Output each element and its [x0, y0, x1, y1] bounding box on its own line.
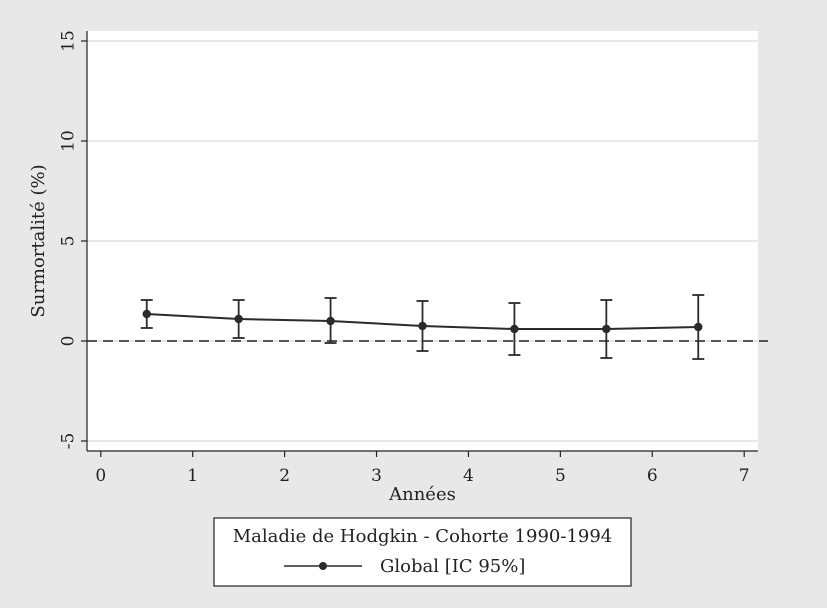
x-tick-label: 4: [463, 466, 474, 486]
y-tick-label: 15: [59, 30, 79, 52]
y-tick-label: 0: [59, 336, 79, 347]
series-global: [140, 294, 705, 360]
x-tick-label: 7: [739, 466, 750, 486]
legend-entry-label: Global [IC 95%]: [380, 556, 525, 577]
data-point: [694, 322, 703, 332]
data-point: [510, 324, 519, 334]
data-point: [326, 316, 335, 326]
data-point: [142, 309, 151, 319]
legend-series-marker: [319, 562, 327, 570]
y-tick-label: 5: [59, 236, 79, 247]
x-tick-label: 1: [187, 466, 198, 486]
x-tick-label: 0: [95, 466, 106, 486]
y-tick-label: -5: [59, 433, 79, 450]
data-point: [418, 321, 427, 331]
x-tick-label: 3: [371, 466, 382, 486]
x-tick-label: 2: [279, 466, 290, 486]
data-point: [234, 314, 243, 324]
axes: 0 1 2 3 4 5 6 7 -5 0 5 10 15: [59, 30, 758, 486]
legend-title: Maladie de Hodgkin - Cohorte 1990-1994: [233, 526, 613, 547]
legend: Maladie de Hodgkin - Cohorte 1990-1994 G…: [213, 517, 632, 587]
x-tick-label: 5: [555, 466, 566, 486]
x-axis-title: Années: [388, 484, 456, 505]
grid-lines: [87, 40, 758, 442]
x-tick-label: 6: [647, 466, 658, 486]
y-axis-title: Surmortalité (%): [28, 164, 49, 317]
legend-box: [213, 517, 632, 587]
data-point: [602, 324, 611, 334]
y-tick-label: 10: [59, 130, 79, 152]
